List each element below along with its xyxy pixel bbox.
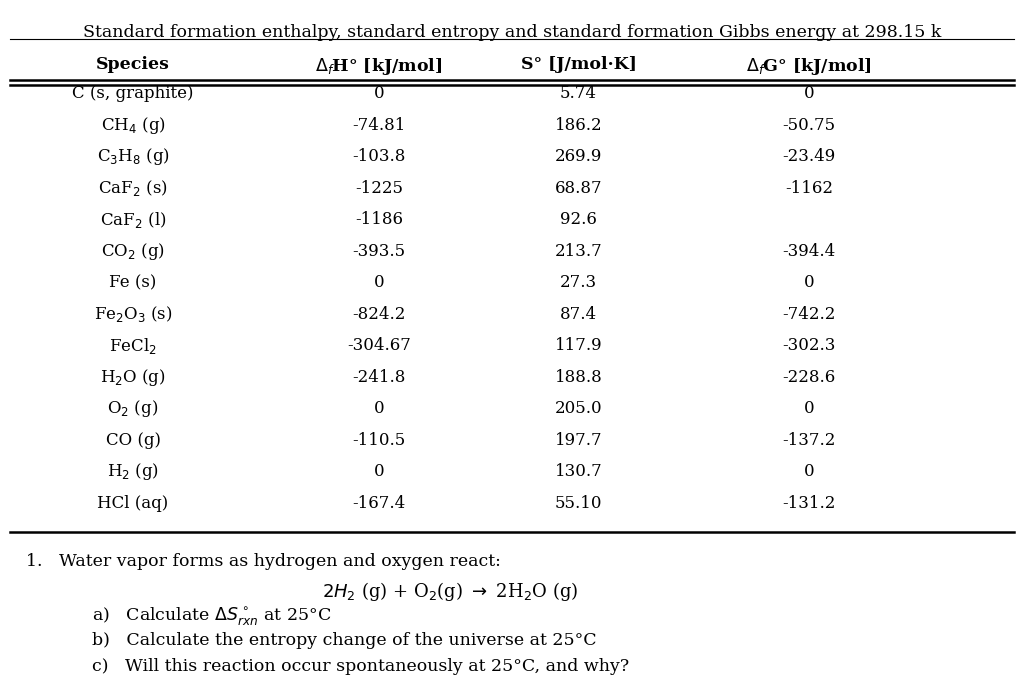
Text: $2H_2$ (g) + O$_2$(g) $\rightarrow$ 2H$_2$O (g): $2H_2$ (g) + O$_2$(g) $\rightarrow$ 2H$_… bbox=[323, 580, 579, 603]
Text: 87.4: 87.4 bbox=[560, 306, 597, 323]
Text: -1162: -1162 bbox=[785, 180, 833, 197]
Text: CH$_4$ (g): CH$_4$ (g) bbox=[100, 115, 166, 136]
Text: -393.5: -393.5 bbox=[352, 243, 406, 260]
Text: C (s, graphite): C (s, graphite) bbox=[73, 85, 194, 102]
Text: -74.81: -74.81 bbox=[352, 117, 406, 134]
Text: 27.3: 27.3 bbox=[560, 274, 597, 292]
Text: H$_2$O (g): H$_2$O (g) bbox=[100, 367, 166, 388]
Text: H$_2$ (g): H$_2$ (g) bbox=[108, 462, 159, 482]
Text: 0: 0 bbox=[374, 463, 384, 481]
Text: -302.3: -302.3 bbox=[782, 337, 836, 355]
Text: -394.4: -394.4 bbox=[782, 243, 836, 260]
Text: -824.2: -824.2 bbox=[352, 306, 406, 323]
Text: CaF$_2$ (s): CaF$_2$ (s) bbox=[98, 178, 168, 198]
Text: -1186: -1186 bbox=[355, 211, 402, 228]
Text: Fe$_2$O$_3$ (s): Fe$_2$O$_3$ (s) bbox=[94, 304, 172, 324]
Text: -304.67: -304.67 bbox=[347, 337, 411, 355]
Text: 0: 0 bbox=[804, 274, 814, 292]
Text: HCl (aq): HCl (aq) bbox=[97, 495, 169, 512]
Text: CO$_2$ (g): CO$_2$ (g) bbox=[101, 241, 165, 262]
Text: S° [J/mol·K]: S° [J/mol·K] bbox=[520, 56, 637, 73]
Text: 197.7: 197.7 bbox=[555, 432, 602, 449]
Text: 0: 0 bbox=[374, 274, 384, 292]
Text: c)   Will this reaction occur spontaneously at 25°C, and why?: c) Will this reaction occur spontaneousl… bbox=[92, 658, 630, 675]
Text: 130.7: 130.7 bbox=[555, 463, 602, 481]
Text: 68.87: 68.87 bbox=[555, 180, 602, 197]
Text: -131.2: -131.2 bbox=[782, 495, 836, 512]
Text: -137.2: -137.2 bbox=[782, 432, 836, 449]
Text: CaF$_2$ (l): CaF$_2$ (l) bbox=[100, 210, 166, 230]
Text: -110.5: -110.5 bbox=[352, 432, 406, 449]
Text: 205.0: 205.0 bbox=[555, 400, 602, 418]
Text: 1.   Water vapor forms as hydrogen and oxygen react:: 1. Water vapor forms as hydrogen and oxy… bbox=[26, 553, 501, 570]
Text: b)   Calculate the entropy change of the universe at 25°C: b) Calculate the entropy change of the u… bbox=[92, 632, 597, 649]
Text: Standard formation enthalpy, standard entropy and standard formation Gibbs energ: Standard formation enthalpy, standard en… bbox=[83, 24, 941, 41]
Text: FeCl$_2$: FeCl$_2$ bbox=[110, 336, 157, 356]
Text: 0: 0 bbox=[804, 85, 814, 102]
Text: -23.49: -23.49 bbox=[782, 148, 836, 165]
Text: 0: 0 bbox=[804, 463, 814, 481]
Text: $\Delta_f$G° [kJ/mol]: $\Delta_f$G° [kJ/mol] bbox=[746, 56, 871, 77]
Text: -103.8: -103.8 bbox=[352, 148, 406, 165]
Text: 92.6: 92.6 bbox=[560, 211, 597, 228]
Text: CO (g): CO (g) bbox=[105, 432, 161, 449]
Text: O$_2$ (g): O$_2$ (g) bbox=[108, 399, 159, 419]
Text: Fe (s): Fe (s) bbox=[110, 274, 157, 292]
Text: 213.7: 213.7 bbox=[555, 243, 602, 260]
Text: -1225: -1225 bbox=[355, 180, 402, 197]
Text: -167.4: -167.4 bbox=[352, 495, 406, 512]
Text: C$_3$H$_8$ (g): C$_3$H$_8$ (g) bbox=[96, 146, 170, 167]
Text: -228.6: -228.6 bbox=[782, 369, 836, 386]
Text: 55.10: 55.10 bbox=[555, 495, 602, 512]
Text: $\Delta_f$H° [kJ/mol]: $\Delta_f$H° [kJ/mol] bbox=[315, 56, 442, 77]
Text: -50.75: -50.75 bbox=[782, 117, 836, 134]
Text: 188.8: 188.8 bbox=[555, 369, 602, 386]
Text: -742.2: -742.2 bbox=[782, 306, 836, 323]
Text: 0: 0 bbox=[804, 400, 814, 418]
Text: -241.8: -241.8 bbox=[352, 369, 406, 386]
Text: 117.9: 117.9 bbox=[555, 337, 602, 355]
Text: 186.2: 186.2 bbox=[555, 117, 602, 134]
Text: Species: Species bbox=[96, 56, 170, 73]
Text: 5.74: 5.74 bbox=[560, 85, 597, 102]
Text: 0: 0 bbox=[374, 400, 384, 418]
Text: 269.9: 269.9 bbox=[555, 148, 602, 165]
Text: a)   Calculate $\Delta S^\circ_{rxn}$ at 25°C: a) Calculate $\Delta S^\circ_{rxn}$ at 2… bbox=[92, 605, 332, 627]
Text: 0: 0 bbox=[374, 85, 384, 102]
